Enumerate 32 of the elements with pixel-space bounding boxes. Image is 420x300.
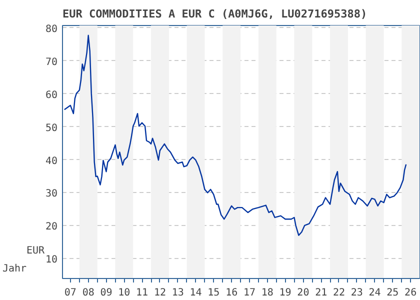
x-tick-label: 13 [172, 288, 184, 298]
x-tick-label: 10 [118, 288, 130, 298]
x-tick-label: 21 [315, 288, 328, 298]
x-tick-label: 24 [368, 288, 381, 298]
y-tick-label: 60 [45, 90, 58, 101]
x-tick-label: 18 [261, 288, 274, 298]
x-tick-label: 15 [208, 288, 220, 298]
x-tick-label: 09 [100, 288, 112, 298]
x-tick-label: 14 [190, 288, 202, 298]
y-tick-label: 30 [45, 188, 58, 200]
x-tick-label: 16 [226, 288, 238, 298]
x-tick-label: 11 [136, 288, 148, 298]
x-tick-label: 20 [297, 288, 310, 298]
x-tick-label: 23 [350, 288, 363, 298]
x-tick-label: 07 [64, 288, 76, 298]
x-tick-label: 22 [332, 288, 345, 298]
x-tick-label: 12 [154, 288, 166, 298]
line-series [64, 34, 407, 236]
x-tick-label: 17 [243, 288, 256, 298]
x-tick-label: 08 [82, 288, 94, 298]
y-tick-label: 80 [45, 24, 58, 35]
y-tick-label: 20 [45, 222, 58, 233]
chart-title: EUR COMMODITIES A EUR C (A0MJ6G, LU0271695388) [62, 8, 368, 20]
x-axis-title: Jahr [2, 264, 27, 274]
y-tick-label: 40 [45, 156, 58, 167]
y-axis-title: EUR [26, 246, 46, 256]
x-tick-label: 19 [279, 288, 292, 298]
x-tick-label: 26 [404, 288, 417, 298]
y-tick-label: 10 [45, 254, 58, 266]
x-tick-label: 25 [386, 288, 399, 298]
y-tick-label: 50 [45, 122, 58, 134]
y-tick-label: 70 [45, 56, 58, 68]
